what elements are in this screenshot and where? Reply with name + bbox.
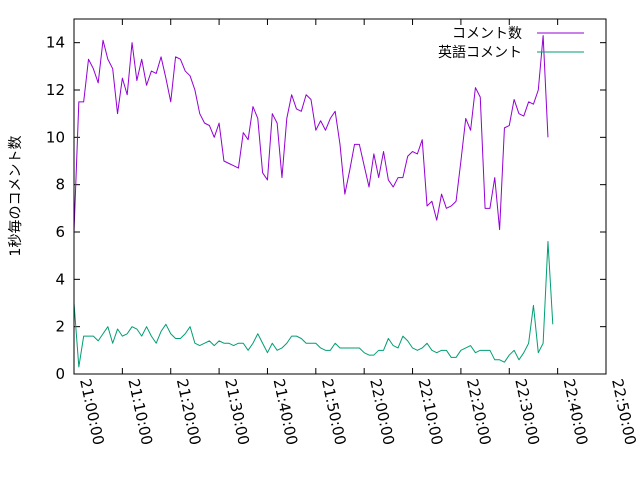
legend-label: コメント数 <box>452 26 522 42</box>
x-tick-label: 22:10:00 <box>415 377 447 447</box>
series-line-0 <box>73 35 549 233</box>
y-axis-ticks: 0 2 4 6 8 10 12 14 <box>46 34 606 383</box>
x-tick-label: 22:30:00 <box>511 377 543 447</box>
y-tick-label: 4 <box>55 270 65 288</box>
y-tick-label: 0 <box>55 365 65 383</box>
x-tick-label: 22:50:00 <box>608 377 640 447</box>
x-tick-label: 22:00:00 <box>366 377 398 447</box>
x-axis-ticks: 21:00:00 21:10:00 21:20:00 21:30:00 21:40:00… <box>73 19 640 447</box>
series-line-1 <box>73 240 554 368</box>
legend-label: 英語コメント <box>438 44 522 61</box>
x-tick-label: 21:50:00 <box>318 377 350 447</box>
plot-border <box>73 18 607 375</box>
x-tick-label: 21:00:00 <box>76 377 108 447</box>
y-tick-label: 8 <box>55 176 65 194</box>
x-tick-label: 21:10:00 <box>124 377 156 447</box>
y-axis-label: 1秒毎のコメント数 <box>8 136 24 257</box>
y-tick-label: 12 <box>46 81 65 99</box>
x-tick-label: 21:20:00 <box>173 377 205 447</box>
series-lines <box>73 35 554 368</box>
y-tick-label: 14 <box>46 34 65 52</box>
x-tick-label: 21:40:00 <box>270 377 302 447</box>
x-tick-label: 22:20:00 <box>463 377 495 447</box>
y-tick-label: 2 <box>55 318 65 336</box>
x-tick-label: 21:30:00 <box>221 377 253 447</box>
y-tick-label: 6 <box>55 223 65 241</box>
x-tick-label: 22:40:00 <box>560 377 592 447</box>
y-tick-label: 10 <box>46 128 65 146</box>
